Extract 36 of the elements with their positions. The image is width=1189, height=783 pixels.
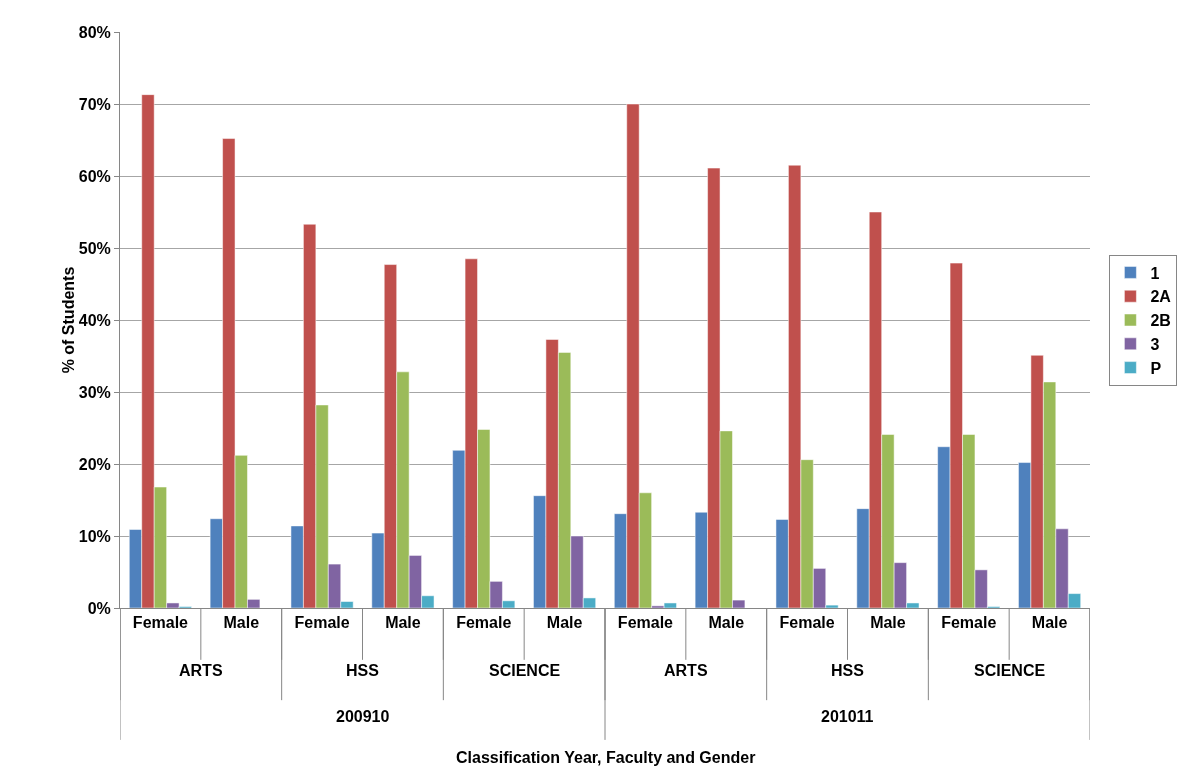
y-axis-title: % of Students [59,266,77,374]
y-tick-label: 10% [78,527,111,545]
x-tick-label: Female [132,614,189,632]
text: HSS [831,662,865,679]
legend-label: P [1150,359,1162,377]
x-tick-label: Male [223,614,260,632]
y-tick-label: 70% [78,95,111,113]
legend-label: 3 [1150,336,1160,354]
x-tick-label: Male [546,614,583,632]
x-tick-label: Female [941,614,997,632]
text: HSS [346,662,380,679]
text: 200910 [336,708,390,725]
x-tick-label: Female [779,614,835,632]
y-tick-label: 40% [78,311,111,329]
text: SCIENCE [974,662,1046,679]
y-tick-label: 0% [87,599,111,617]
text: Classification Year, Faculty and Gender [456,749,756,766]
text: 201011 [821,708,874,725]
y-tick-label: 20% [78,455,111,473]
x-tick-label: Male [708,614,745,632]
text: SCIENCE [489,662,561,679]
y-tick-label: 80% [78,23,111,41]
legend-label: 2A [1150,288,1172,306]
y-tick-label: 60% [78,167,111,185]
x-tick-label: Male [870,614,906,632]
legend-label: 1 [1150,264,1160,282]
x-tick-label: Female [456,614,512,632]
x-tick-label: Female [617,614,674,632]
text: ARTS [664,662,708,679]
legend-label: 2B [1150,312,1171,330]
x-tick-label: Male [385,614,421,632]
y-tick-label: 50% [78,239,111,257]
text: ARTS [179,662,223,679]
y-tick-label: 30% [78,383,111,401]
x-tick-label: Female [294,614,350,632]
x-tick-label: Male [1031,614,1068,632]
